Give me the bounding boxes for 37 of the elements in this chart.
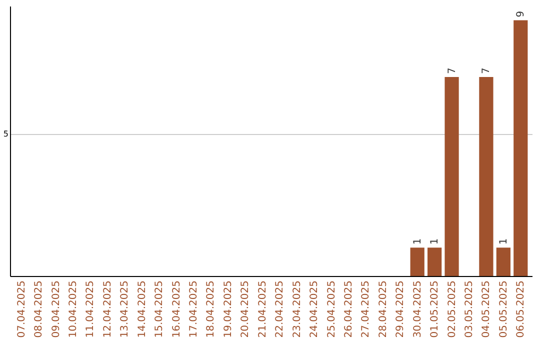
x-tick-label: 01.05.2025 [430, 280, 441, 338]
x-tick-label: 26.04.2025 [343, 280, 354, 338]
x-tick-label: 13.04.2025 [120, 280, 131, 338]
x-tick-label: 30.04.2025 [412, 280, 424, 338]
x-tick-label: 06.05.2025 [516, 280, 527, 338]
x-tick-label: 08.04.2025 [34, 280, 45, 338]
data-label: 7 [481, 68, 492, 74]
x-tick-label: 04.05.2025 [481, 280, 492, 338]
x-tick-label: 17.04.2025 [188, 280, 200, 338]
x-tick-label: 15.04.2025 [154, 280, 166, 338]
data-label: 1 [412, 238, 424, 245]
data-label: 1 [498, 238, 510, 245]
x-tick-label: 11.04.2025 [85, 280, 96, 338]
x-tick-label: 23.04.2025 [292, 280, 303, 338]
y-tick-label: 5 [3, 129, 8, 138]
x-tick-label: 25.04.2025 [326, 280, 338, 338]
data-label: 7 [446, 68, 458, 74]
data-label: 1 [430, 238, 441, 245]
x-tick-label: 19.04.2025 [222, 280, 234, 338]
x-tick-label: 22.04.2025 [274, 280, 286, 338]
x-tick-label: 09.04.2025 [50, 280, 62, 338]
x-tick-label: 28.04.2025 [378, 280, 389, 338]
x-tick-label: 05.05.2025 [498, 280, 510, 338]
x-tick-label: 02.05.2025 [446, 280, 458, 338]
data-label: 9 [516, 10, 527, 18]
x-tick-label: 18.04.2025 [206, 280, 217, 338]
x-tick-label: 27.04.2025 [360, 280, 372, 338]
x-tick-label: 24.04.2025 [309, 280, 320, 338]
x-tick-label: 03.05.2025 [464, 280, 475, 338]
x-tick-label: 07.04.2025 [16, 280, 28, 338]
x-tick-label: 14.04.2025 [136, 280, 148, 338]
x-tick-label: 21.04.2025 [257, 280, 268, 338]
x-tick-label: 10.04.2025 [68, 280, 80, 338]
x-tick-label: 16.04.2025 [171, 280, 182, 338]
x-tick-label: 20.04.2025 [240, 280, 252, 338]
x-tick-label: 29.04.2025 [395, 280, 406, 338]
x-tick-label: 12.04.2025 [102, 280, 114, 338]
